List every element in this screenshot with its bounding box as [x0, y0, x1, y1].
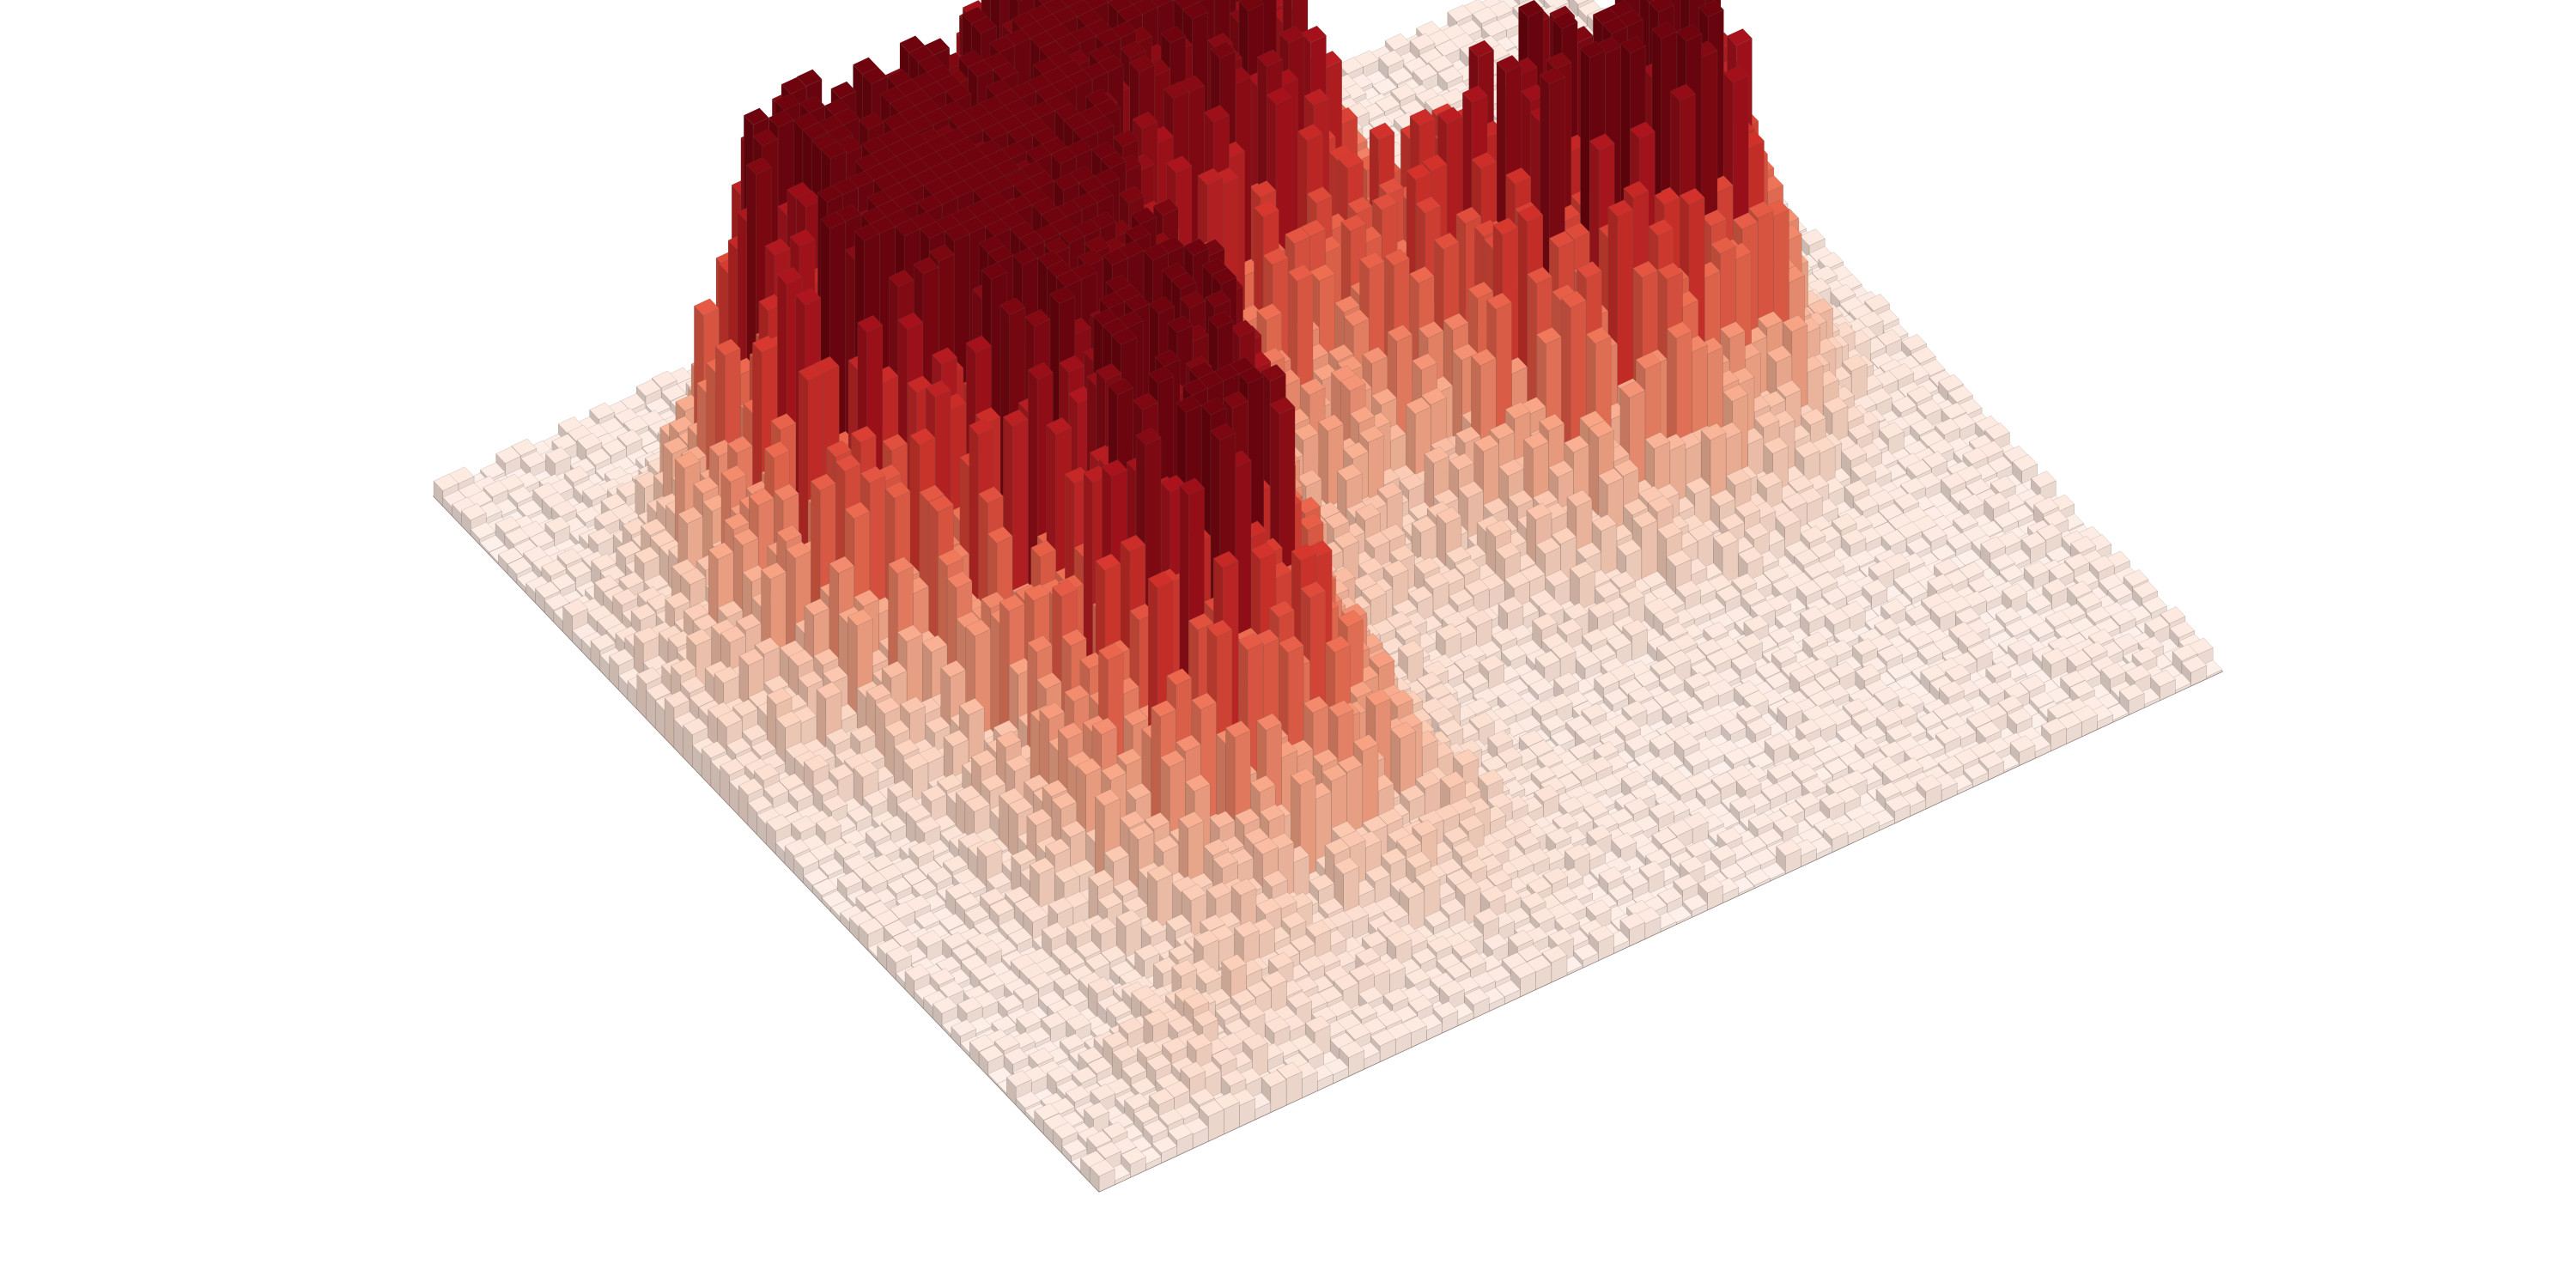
bar-layer [433, 0, 2223, 1193]
